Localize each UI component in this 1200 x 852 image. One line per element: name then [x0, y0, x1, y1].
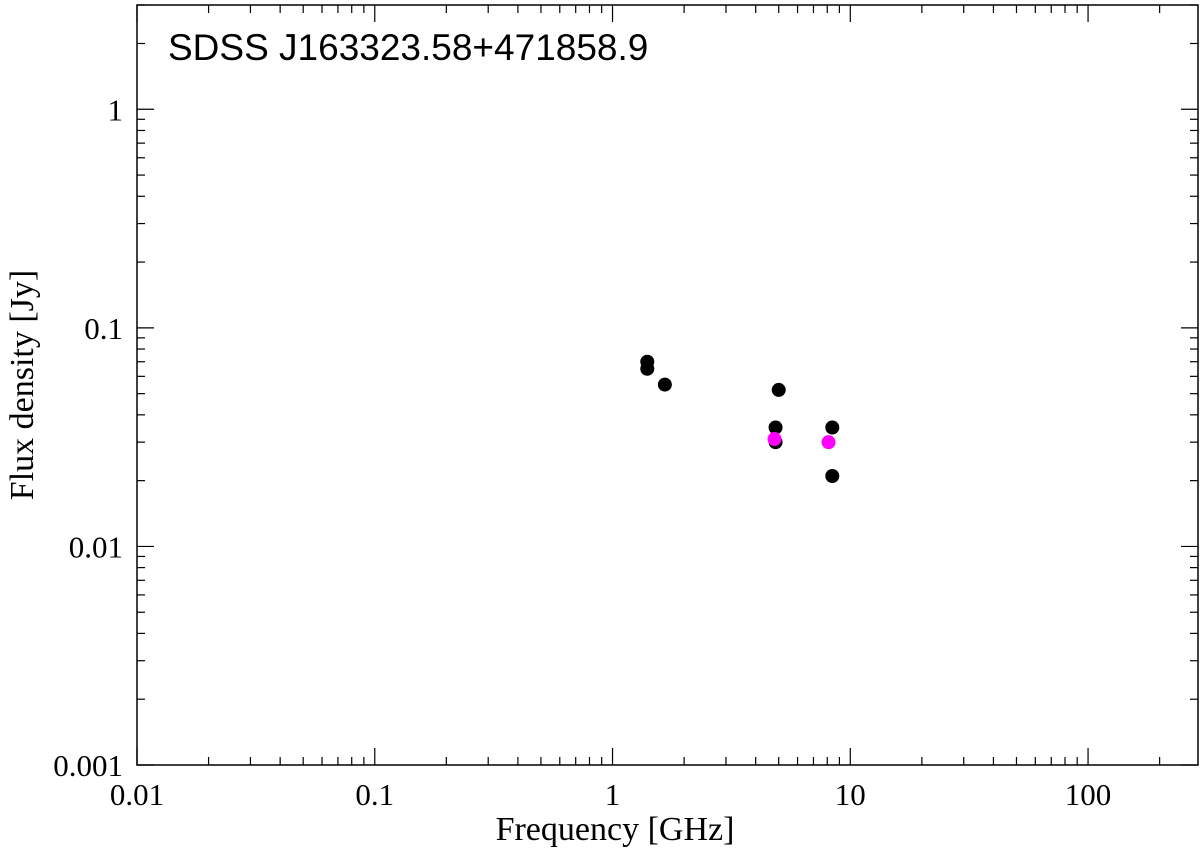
- y-axis-title: Flux density [Jy]: [4, 270, 41, 500]
- chart-title: SDSS J163323.58+471858.9: [168, 27, 648, 68]
- y-tick-label: 0.1: [84, 311, 123, 346]
- data-point: [767, 432, 782, 447]
- x-tick-label: 0.01: [110, 777, 164, 812]
- data-point: [768, 420, 783, 435]
- y-tick-label: 1: [108, 92, 124, 127]
- x-tick-label: 10: [835, 777, 866, 812]
- y-tick-label: 0.001: [53, 748, 123, 783]
- tick-marks: [136, 4, 1198, 766]
- data-point: [821, 435, 836, 450]
- y-tick-labels: 0.001 0.01 0.1 1: [53, 92, 123, 783]
- x-tick-labels: 0.01 0.1 1 10 100: [110, 777, 1111, 812]
- plot-frame: [136, 4, 1199, 766]
- data-point: [825, 420, 840, 435]
- data-point: [771, 382, 786, 397]
- x-axis-title: Frequency [GHz]: [496, 811, 735, 848]
- x-tick-label: 100: [1065, 777, 1112, 812]
- data-points: [640, 354, 840, 484]
- data-point: [657, 377, 672, 392]
- x-tick-label: 0.1: [355, 777, 394, 812]
- data-point: [825, 469, 840, 484]
- data-point: [640, 361, 655, 376]
- x-tick-label: 1: [605, 777, 621, 812]
- y-tick-label: 0.01: [69, 529, 123, 564]
